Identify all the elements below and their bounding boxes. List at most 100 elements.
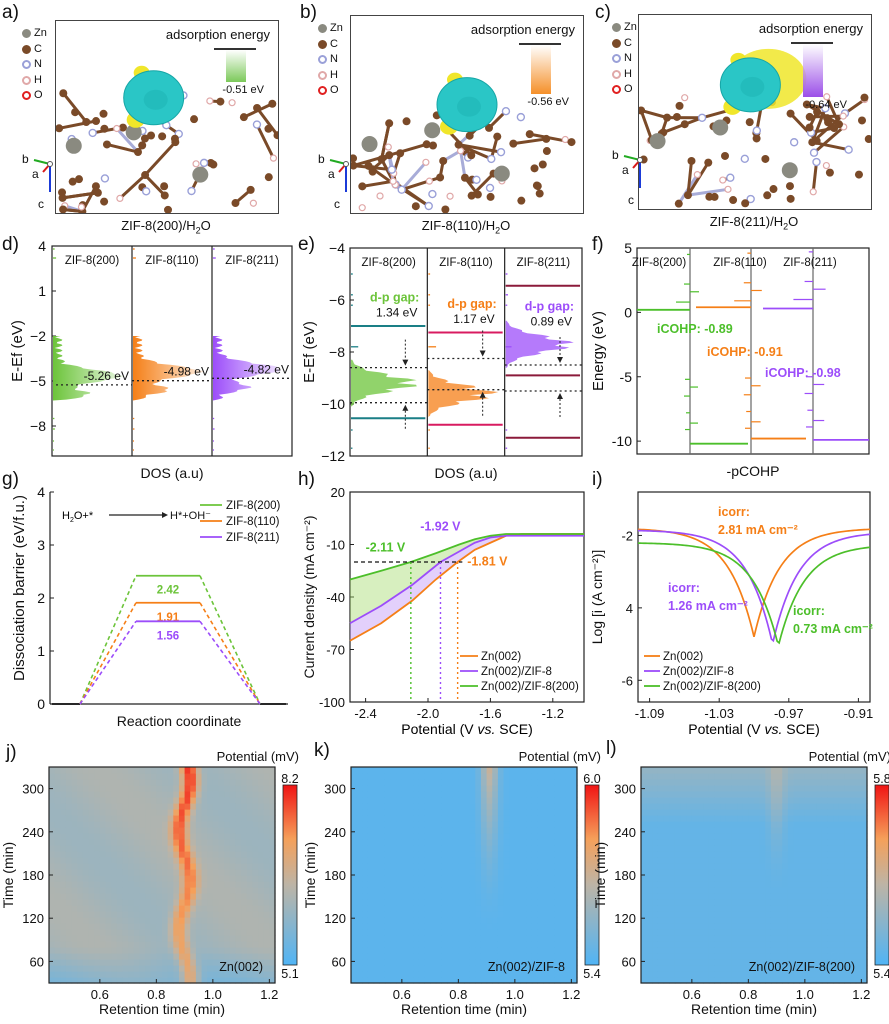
heatmap-cell bbox=[396, 959, 403, 966]
heatmap-cell bbox=[77, 809, 84, 816]
heatmap-cell bbox=[156, 797, 163, 804]
heatmap-cell bbox=[88, 941, 95, 948]
heatmap-cell bbox=[520, 815, 527, 822]
heatmap-cell bbox=[520, 971, 527, 978]
heatmap-cell bbox=[396, 947, 403, 954]
heatmap-cell bbox=[714, 791, 721, 798]
heatmap-cell bbox=[447, 887, 454, 894]
heatmap-cell bbox=[697, 887, 704, 894]
heatmap-cell bbox=[82, 857, 90, 864]
y-tick-label: 300 bbox=[324, 782, 346, 797]
heatmap-cell bbox=[195, 833, 203, 840]
heatmap-cell bbox=[184, 809, 191, 816]
colorbar-min-label: 5.1 bbox=[281, 967, 298, 981]
heatmap-cell bbox=[82, 809, 90, 816]
heatmap-cell bbox=[703, 935, 710, 942]
heatmap-cell bbox=[821, 935, 829, 942]
heatmap-cell bbox=[742, 923, 749, 930]
heatmap-cell bbox=[435, 827, 442, 834]
heatmap-cell bbox=[492, 971, 499, 978]
heatmap-cell bbox=[486, 971, 493, 978]
heatmap-cell bbox=[844, 941, 851, 948]
heatmap-cell bbox=[663, 953, 670, 960]
heatmap-cell bbox=[407, 887, 414, 894]
heatmap-cell bbox=[697, 917, 704, 924]
heatmap-cell bbox=[167, 917, 174, 924]
heatmap-cell bbox=[145, 953, 152, 960]
heatmap-cell bbox=[145, 947, 152, 954]
heatmap-cell bbox=[686, 881, 693, 888]
heatmap-cell bbox=[139, 797, 146, 804]
heatmap-cell bbox=[652, 959, 659, 966]
heatmap-cell bbox=[71, 779, 78, 786]
heatmap-cell bbox=[748, 827, 755, 834]
heatmap-cell bbox=[560, 791, 567, 798]
heatmap-cell bbox=[116, 917, 124, 924]
heatmap-cell bbox=[543, 869, 550, 876]
heatmap-cell bbox=[447, 893, 454, 900]
heatmap-cell bbox=[554, 929, 561, 936]
heatmap-cell bbox=[548, 767, 555, 774]
heatmap-cell bbox=[475, 905, 482, 912]
heatmap-cell bbox=[424, 959, 431, 966]
heatmap-cell bbox=[725, 881, 732, 888]
heatmap-cell bbox=[150, 959, 157, 966]
heatmap-cell bbox=[669, 977, 676, 984]
heatmap-cell bbox=[737, 905, 744, 912]
heatmap-cell bbox=[82, 851, 90, 858]
heatmap-cell bbox=[686, 803, 693, 810]
heatmap-cell bbox=[652, 797, 659, 804]
heatmap-cell bbox=[430, 785, 437, 792]
heatmap-cell bbox=[49, 797, 56, 804]
heatmap-cell bbox=[657, 797, 665, 804]
heatmap-cell bbox=[133, 809, 140, 816]
heatmap-cell bbox=[833, 887, 840, 894]
atom-c bbox=[530, 164, 539, 173]
heatmap-cell bbox=[543, 785, 550, 792]
heatmap-cell bbox=[833, 857, 840, 864]
heatmap-cell bbox=[190, 875, 197, 882]
heatmap-cell bbox=[708, 785, 716, 792]
heatmap-cell bbox=[105, 779, 112, 786]
heatmap-cell bbox=[396, 785, 403, 792]
heatmap-cell bbox=[674, 947, 682, 954]
heatmap-cell bbox=[407, 965, 414, 972]
heatmap-cell bbox=[838, 947, 845, 954]
heatmap-cell bbox=[229, 899, 237, 906]
heatmap-cell bbox=[60, 791, 67, 798]
heatmap-cell bbox=[770, 779, 778, 786]
heatmap-cell bbox=[99, 887, 107, 894]
heatmap-cell bbox=[816, 959, 823, 966]
heatmap-cell bbox=[128, 863, 135, 870]
heatmap-cell bbox=[652, 941, 659, 948]
heatmap-cell bbox=[776, 887, 783, 894]
heatmap-cell bbox=[458, 941, 465, 948]
heatmap-cell bbox=[765, 797, 772, 804]
heatmap-cell bbox=[708, 779, 716, 786]
heatmap-cell bbox=[520, 893, 527, 900]
heatmap-cell bbox=[641, 791, 648, 798]
colorbar-title: Potential (mV) bbox=[217, 749, 299, 764]
heatmap-cell bbox=[821, 839, 829, 846]
heatmap-cell bbox=[351, 797, 358, 804]
heatmap-cell bbox=[514, 803, 522, 810]
heatmap-cell bbox=[652, 947, 659, 954]
heatmap-cell bbox=[731, 935, 738, 942]
heatmap-cell bbox=[116, 773, 124, 780]
heatmap-cell bbox=[156, 779, 163, 786]
heatmap-cell bbox=[246, 851, 253, 858]
heatmap-cell bbox=[737, 767, 744, 774]
heatmap-cell bbox=[565, 977, 572, 984]
atom-c bbox=[805, 112, 814, 121]
heatmap-cell bbox=[804, 971, 812, 978]
heatmap-cell bbox=[54, 845, 61, 852]
heatmap-cell bbox=[543, 887, 550, 894]
heatmap-cell bbox=[167, 839, 174, 846]
heatmap-cell bbox=[156, 767, 163, 774]
heatmap-cell bbox=[178, 803, 186, 810]
heatmap-cell bbox=[452, 791, 459, 798]
heatmap-cell bbox=[571, 851, 578, 858]
heatmap-cell bbox=[373, 863, 380, 870]
atom-legend-item: C bbox=[318, 37, 343, 53]
heatmap-cell bbox=[212, 827, 220, 834]
